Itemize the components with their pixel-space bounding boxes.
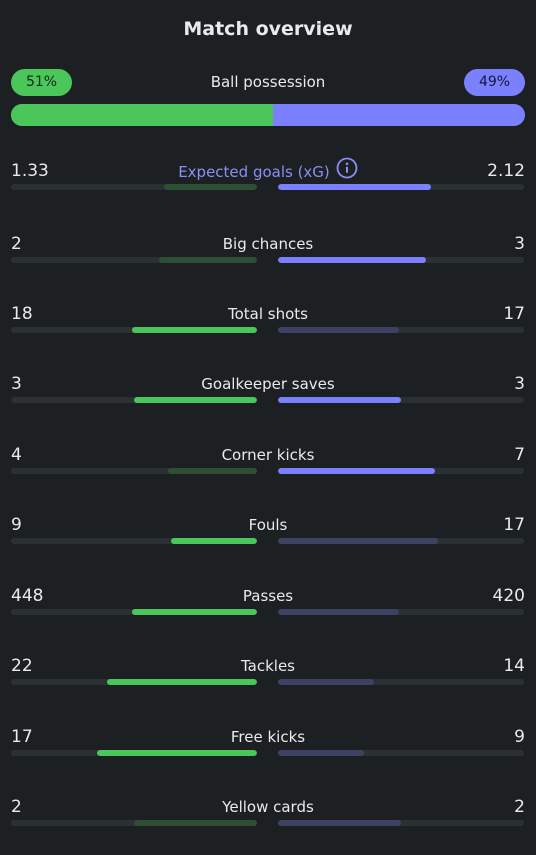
stat-row: 448 Passes 420 [11, 585, 525, 630]
stat-label: Passes [11, 585, 525, 607]
stat-row: 22 Tackles 14 [11, 655, 525, 700]
home-stat-bar [11, 538, 257, 544]
home-stat-value: 2 [11, 234, 22, 254]
stat-label: Goalkeeper saves [11, 373, 525, 395]
stat-label[interactable]: Expected goals (xG) [11, 157, 525, 185]
home-stat-bar-fill [134, 820, 257, 826]
away-stat-value: 3 [514, 234, 525, 254]
home-stat-bar-fill [97, 750, 257, 756]
stat-label-text: Goalkeeper saves [201, 375, 335, 393]
stat-label: Total shots [11, 303, 525, 325]
home-stat-bar [11, 820, 257, 826]
away-stat-value: 17 [503, 304, 525, 324]
stat-label-text: Tackles [240, 657, 296, 675]
away-stat-value: 17 [503, 515, 525, 535]
ball-possession-row: 51% Ball possession 49% [11, 69, 525, 127]
stat-label-text: Passes [242, 587, 294, 605]
stat-row: 1.33 Expected goals (xG) 2.12 [11, 157, 525, 205]
home-stat-bar-fill [131, 327, 257, 333]
away-stat-bar-fill [278, 327, 399, 333]
stat-label-text: Corner kicks [221, 446, 315, 464]
away-stat-value: 7 [514, 445, 525, 465]
stat-label-text: Free kicks [230, 728, 306, 746]
home-stat-bar [11, 257, 257, 263]
stat-label: Tackles [11, 655, 525, 677]
away-stat-bar-fill [278, 820, 401, 826]
home-stat-bar [11, 468, 257, 474]
home-stat-bar-fill [158, 257, 257, 263]
home-possession-badge: 51% [11, 69, 72, 96]
home-stat-value: 4 [11, 445, 22, 465]
stat-label: Yellow cards [11, 796, 525, 818]
info-icon[interactable] [336, 157, 358, 185]
away-stat-bar [278, 184, 524, 190]
stat-label-text: Yellow cards [222, 798, 314, 816]
home-stat-bar-fill [163, 184, 257, 190]
away-stat-value: 14 [503, 656, 525, 676]
home-stat-bar-fill [168, 468, 257, 474]
home-stat-bar [11, 679, 257, 685]
home-stat-value: 17 [11, 727, 33, 747]
away-stat-bar [278, 397, 524, 403]
away-stat-bar-fill [278, 184, 431, 190]
away-stat-value: 2 [514, 797, 525, 817]
away-stat-bar [278, 257, 524, 263]
away-stat-value: 2.12 [487, 161, 525, 181]
home-stat-bar-fill [134, 397, 257, 403]
home-stat-bar-fill [131, 609, 257, 615]
stat-label-text: Fouls [248, 516, 288, 534]
away-stat-bar-fill [278, 468, 436, 474]
away-stat-bar-fill [278, 397, 401, 403]
stat-label: Fouls [11, 514, 525, 536]
away-stat-bar-fill [278, 609, 399, 615]
away-stat-value: 3 [514, 374, 525, 394]
stat-label: Free kicks [11, 726, 525, 748]
stat-label: Big chances [11, 233, 525, 255]
away-stat-bar-fill [278, 538, 438, 544]
possession-label: Ball possession [210, 73, 326, 91]
away-stat-value: 9 [514, 727, 525, 747]
away-stat-value: 420 [492, 586, 525, 606]
stat-row: 17 Free kicks 9 [11, 726, 525, 771]
away-stat-bar-fill [278, 679, 374, 685]
possession-bar [11, 104, 525, 126]
away-stat-bar [278, 468, 524, 474]
stat-row: 9 Fouls 17 [11, 514, 525, 559]
away-stat-bar [278, 679, 524, 685]
home-stat-bar [11, 184, 257, 190]
stat-label-text: Big chances [222, 235, 314, 253]
home-stat-value: 18 [11, 304, 33, 324]
away-stat-bar-fill [278, 257, 426, 263]
panel-title: Match overview [183, 18, 353, 40]
home-stat-bar [11, 609, 257, 615]
stat-label-text: Total shots [228, 305, 308, 323]
home-stat-value: 2 [11, 797, 22, 817]
away-possession-badge: 49% [464, 69, 525, 96]
home-stat-bar [11, 750, 257, 756]
home-stat-bar-fill [106, 679, 257, 685]
home-stat-value: 9 [11, 515, 22, 535]
away-stat-bar-fill [278, 750, 365, 756]
home-stat-value: 3 [11, 374, 22, 394]
home-stat-value: 1.33 [11, 161, 49, 181]
away-stat-bar [278, 538, 524, 544]
home-stat-bar-fill [170, 538, 257, 544]
home-stat-value: 22 [11, 656, 33, 676]
stat-row: 2 Big chances 3 [11, 233, 525, 278]
away-stat-bar [278, 609, 524, 615]
possession-bar-home-fill [11, 104, 274, 126]
stat-row: 2 Yellow cards 2 [11, 796, 525, 841]
home-stat-value: 448 [11, 586, 44, 606]
home-stat-bar [11, 397, 257, 403]
home-stat-bar [11, 327, 257, 333]
away-stat-bar [278, 750, 524, 756]
stat-label-text: Expected goals (xG) [178, 163, 330, 181]
stat-label: Corner kicks [11, 444, 525, 466]
stat-row: 18 Total shots 17 [11, 303, 525, 348]
stat-row: 4 Corner kicks 7 [11, 444, 525, 489]
stat-row: 3 Goalkeeper saves 3 [11, 373, 525, 418]
away-stat-bar [278, 820, 524, 826]
away-stat-bar [278, 327, 524, 333]
